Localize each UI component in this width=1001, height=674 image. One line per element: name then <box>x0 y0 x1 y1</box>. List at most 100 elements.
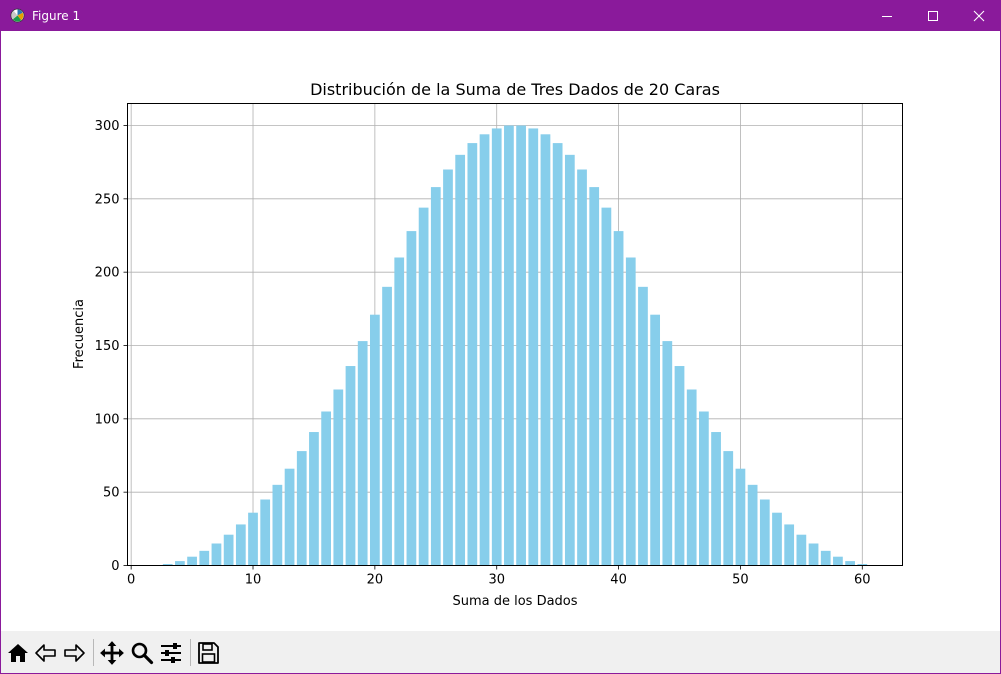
pan-move-icon <box>100 641 124 665</box>
y-tick-label: 300 <box>95 119 120 134</box>
zoom-button[interactable] <box>128 639 156 667</box>
zoom-magnifier-icon <box>131 642 154 665</box>
figure-canvas[interactable]: 0 10 20 30 40 50 60 0 50 100 150 200 250 300 Distribu… <box>1 31 1000 631</box>
bar <box>211 543 222 566</box>
bar <box>833 556 843 566</box>
close-button[interactable] <box>956 0 1000 31</box>
bar <box>491 128 502 566</box>
bar <box>662 341 673 566</box>
bar <box>479 134 490 566</box>
home-button[interactable] <box>4 639 32 667</box>
navigation-toolbar <box>1 631 1000 673</box>
minimize-icon <box>882 15 892 17</box>
bar <box>199 550 210 566</box>
back-button[interactable] <box>32 639 60 667</box>
bar <box>248 512 258 566</box>
title-bar[interactable]: Figure 1 <box>1 0 1000 31</box>
bar <box>625 257 636 566</box>
maximize-button[interactable] <box>910 0 956 31</box>
bar <box>321 411 331 566</box>
bar <box>260 499 271 566</box>
bar <box>784 524 795 566</box>
x-axis-label: Suma de los Dados <box>452 594 577 609</box>
bar <box>845 561 855 566</box>
y-axis-label: Frecuencia <box>72 299 87 369</box>
bar <box>686 389 697 566</box>
x-tick-label: 60 <box>854 573 871 588</box>
bar <box>589 187 600 566</box>
bar <box>564 154 575 566</box>
bar <box>772 512 782 566</box>
bar <box>674 366 685 566</box>
bar <box>455 154 466 566</box>
bar <box>430 187 441 566</box>
bar <box>601 207 612 566</box>
x-tick-label: 0 <box>127 573 135 588</box>
chart-title: Distribución de la Suma de Tres Dados de… <box>310 80 720 99</box>
x-tick-label: 40 <box>610 573 627 588</box>
y-tick-label: 0 <box>111 559 119 574</box>
save-floppy-icon <box>198 642 219 664</box>
axis-ticks: 0 10 20 30 40 50 60 0 50 100 150 200 250 300 <box>95 119 871 588</box>
y-tick-label: 100 <box>95 412 120 427</box>
forward-arrow-icon <box>64 644 85 662</box>
matplotlib-logo-icon[interactable] <box>10 8 25 23</box>
bar <box>187 556 197 566</box>
bar <box>808 543 819 566</box>
bar <box>235 524 246 566</box>
bar <box>443 169 453 566</box>
bar <box>735 468 746 566</box>
bar <box>528 128 539 566</box>
bar <box>333 389 344 566</box>
bar <box>357 341 368 566</box>
bar <box>516 125 526 566</box>
maximize-icon <box>928 10 938 21</box>
toolbar-separator <box>190 639 191 666</box>
configure-subplots-button[interactable] <box>157 639 185 667</box>
x-tick-label: 20 <box>367 573 384 588</box>
bar <box>406 231 417 566</box>
y-tick-label: 200 <box>95 266 120 281</box>
bar <box>175 561 185 566</box>
grid-lines <box>127 103 903 566</box>
x-tick-label: 10 <box>245 573 262 588</box>
bar <box>699 411 709 566</box>
bar-chart: 0 10 20 30 40 50 60 0 50 100 150 200 250 300 Distribu… <box>72 80 903 609</box>
bar <box>820 550 831 566</box>
y-tick-label: 150 <box>95 339 120 354</box>
y-tick-label: 250 <box>95 192 120 207</box>
bar <box>723 451 734 566</box>
bar <box>759 499 770 566</box>
bar <box>369 314 380 566</box>
close-icon <box>973 10 985 21</box>
bar <box>577 169 587 566</box>
window-title: Figure 1 <box>32 9 81 23</box>
bar <box>382 286 392 566</box>
bar <box>711 432 721 566</box>
x-tick-label: 50 <box>732 573 749 588</box>
bar <box>309 432 319 566</box>
bar <box>638 286 648 566</box>
bar <box>796 534 807 566</box>
bar <box>394 257 405 566</box>
save-button[interactable] <box>194 639 222 667</box>
toolbar-separator <box>93 639 94 666</box>
bar <box>223 534 234 566</box>
bar <box>296 451 307 566</box>
bar <box>552 143 563 566</box>
pan-button[interactable] <box>98 639 126 667</box>
bar <box>613 231 624 566</box>
bar <box>540 134 551 566</box>
x-tick-label: 30 <box>488 573 505 588</box>
bar <box>272 484 283 566</box>
minimize-button[interactable] <box>864 0 910 31</box>
bar <box>418 207 429 566</box>
bars <box>162 125 868 566</box>
bar <box>345 366 356 566</box>
forward-button[interactable] <box>60 639 88 667</box>
home-icon <box>8 644 28 662</box>
bar <box>857 564 868 566</box>
bar <box>467 143 478 566</box>
bar <box>650 314 661 566</box>
